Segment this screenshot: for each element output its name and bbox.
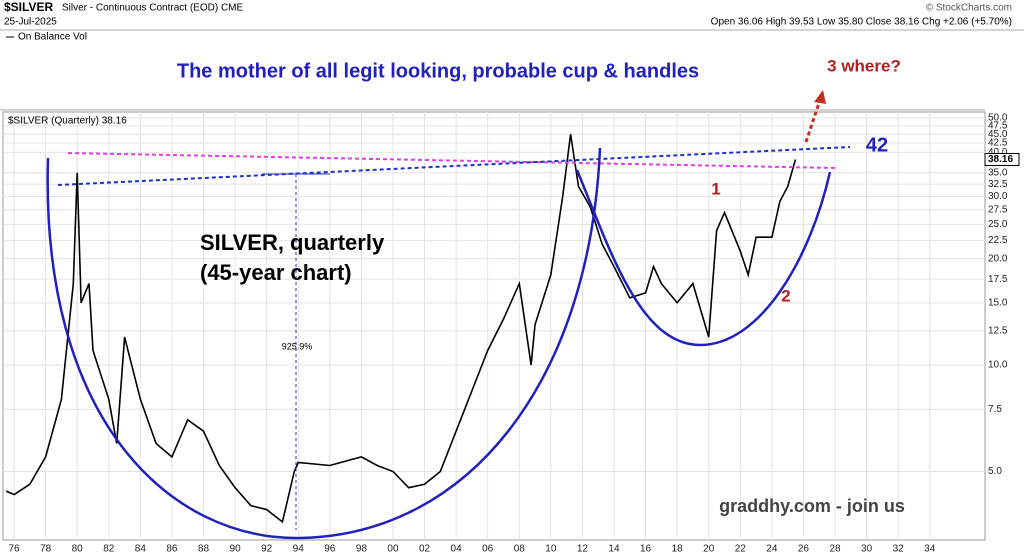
x-tick-label: 98 xyxy=(356,544,368,555)
x-tick-label: 10 xyxy=(545,544,557,555)
x-tick-label: 82 xyxy=(103,544,115,555)
x-tick-label: 00 xyxy=(387,544,399,555)
x-tick-label: 84 xyxy=(135,544,147,555)
date: 25-Jul-2025 xyxy=(4,17,57,28)
legend: $SILVER (Quarterly) 38.16 xyxy=(8,116,127,127)
arrow xyxy=(804,99,822,143)
x-tick-label: 08 xyxy=(514,544,526,555)
x-tick-label: 04 xyxy=(451,544,463,555)
annotation: (45-year chart) xyxy=(200,260,352,285)
y-tick-label: 50.0 xyxy=(988,113,1008,124)
y-tick-label: 30.0 xyxy=(988,191,1008,202)
y-tick-label: 45.0 xyxy=(988,129,1008,140)
x-tick-label: 22 xyxy=(735,544,747,555)
y-tick-label: 10.0 xyxy=(988,360,1008,371)
x-tick-label: 80 xyxy=(72,544,84,555)
y-tick-label: 7.5 xyxy=(988,404,1002,415)
x-tick-label: 90 xyxy=(230,544,242,555)
y-tick-label: 32.5 xyxy=(988,179,1008,190)
y-tick-label: 12.5 xyxy=(988,325,1008,336)
indicator: On Balance Vol xyxy=(18,32,87,43)
annotation: SILVER, quarterly xyxy=(200,230,385,255)
x-tick-label: 30 xyxy=(861,544,873,555)
price xyxy=(5,134,797,524)
x-tick-label: 76 xyxy=(8,544,20,555)
y-tick-label: 15.0 xyxy=(988,297,1008,308)
annotation: 2 xyxy=(781,286,790,305)
x-tick-label: 24 xyxy=(766,544,778,555)
symbol: $SILVER xyxy=(4,0,53,14)
x-tick-label: 18 xyxy=(672,544,684,555)
y-tick-label: 22.5 xyxy=(988,235,1008,246)
x-tick-label: 26 xyxy=(798,544,810,555)
x-tick-label: 32 xyxy=(893,544,905,555)
x-tick-label: 14 xyxy=(608,544,620,555)
price-line xyxy=(5,134,797,524)
annotation: 3 where? xyxy=(827,56,901,75)
x-tick-label: 28 xyxy=(829,544,841,555)
plot-area xyxy=(2,111,986,541)
x-tick-label: 06 xyxy=(482,544,494,555)
ohlc: Open 36.06 High 39.53 Low 35.80 Close 38… xyxy=(711,17,1012,28)
annotation: 1 xyxy=(711,179,720,198)
x-tick-label: 02 xyxy=(419,544,431,555)
x-tick-label: 94 xyxy=(293,544,305,555)
y-tick-label: 40.0 xyxy=(988,147,1008,158)
x-tick-label: 88 xyxy=(198,544,210,555)
x-tick-label: 16 xyxy=(640,544,652,555)
credit: © StockCharts.com xyxy=(926,3,1012,14)
resistance-line xyxy=(67,152,836,169)
x-tick-label: 34 xyxy=(924,544,936,555)
grid xyxy=(3,112,985,540)
y-tick-label: 42.5 xyxy=(988,138,1008,149)
y-tick-label: 17.5 xyxy=(988,274,1008,285)
last-price-box xyxy=(984,153,1020,167)
x-tick-label: 12 xyxy=(577,544,589,555)
x-tick-label: 86 xyxy=(166,544,178,555)
cup-curve xyxy=(46,147,602,540)
x-tick-label: 78 xyxy=(40,544,52,555)
y-tick-label: 20.0 xyxy=(988,253,1008,264)
x-tick-label: 92 xyxy=(261,544,273,555)
last-price-label: 38.16 xyxy=(988,154,1013,165)
annotation: 925.9% xyxy=(282,341,313,351)
annotation: 42 xyxy=(866,134,888,156)
y-tick-label: 27.5 xyxy=(988,204,1008,215)
headline: The mother of all legit looking, probabl… xyxy=(177,60,699,82)
handle-curve xyxy=(575,169,832,347)
x-tick-label: 96 xyxy=(324,544,336,555)
description: Silver - Continuous Contract (EOD) CME xyxy=(62,3,243,14)
trend-line xyxy=(57,146,851,186)
y-tick-label: 5.0 xyxy=(988,466,1002,477)
y-tick-label: 25.0 xyxy=(988,219,1008,230)
arrowhead xyxy=(814,90,826,104)
y-tick-label: 35.0 xyxy=(988,167,1008,178)
y-tick-label: 47.5 xyxy=(988,121,1008,132)
x-tick-label: 20 xyxy=(703,544,715,555)
annotation: graddhy.com - join us xyxy=(719,496,905,516)
